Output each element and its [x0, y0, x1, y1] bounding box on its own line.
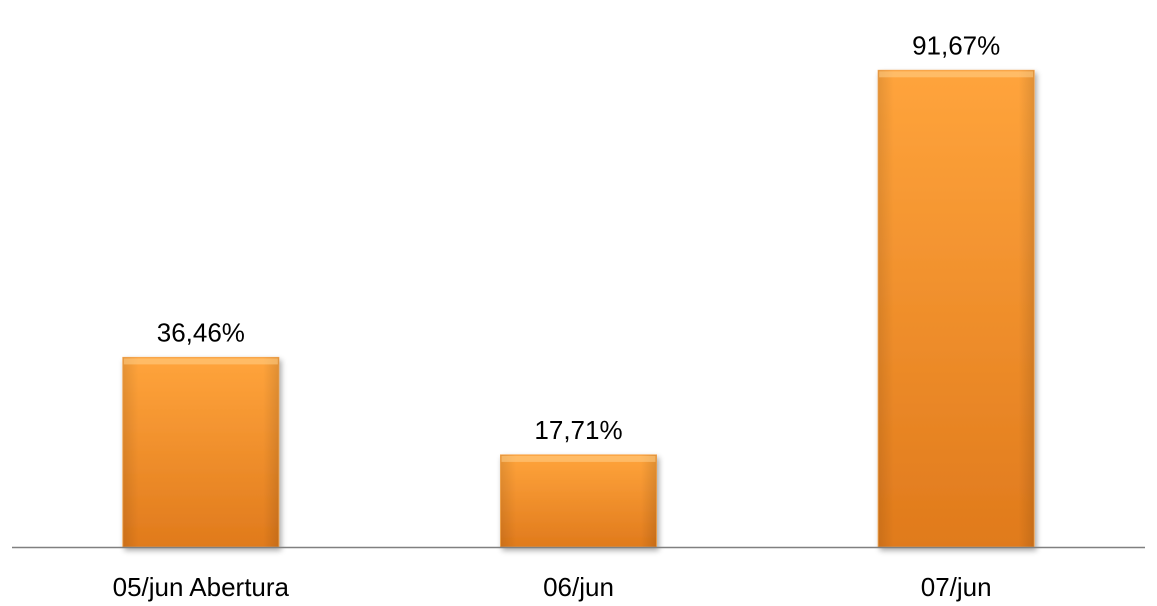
data-label: 91,67% — [912, 30, 1000, 60]
bar-bevel — [878, 70, 1035, 547]
bar-top-bevel — [123, 358, 278, 365]
bar-group-2 — [500, 454, 657, 548]
bar-top-bevel — [879, 71, 1034, 78]
labels-layer: 36,46% 05/jun Abertura 17,71% 06/jun 91,67% 0… — [113, 30, 1001, 602]
bar-top-bevel — [501, 455, 656, 462]
x-tick-label: 07/jun — [921, 572, 992, 602]
data-label: 36,46% — [157, 317, 245, 347]
bar-group-3 — [877, 69, 1035, 548]
bar-group-1 — [122, 356, 280, 548]
bars-layer — [122, 69, 1035, 548]
x-tick-label: 05/jun Abertura — [113, 572, 290, 602]
data-label: 17,71% — [534, 415, 622, 445]
bar-bevel — [122, 357, 279, 547]
x-tick-label: 06/jun — [543, 572, 614, 602]
bar-bevel — [500, 454, 657, 547]
